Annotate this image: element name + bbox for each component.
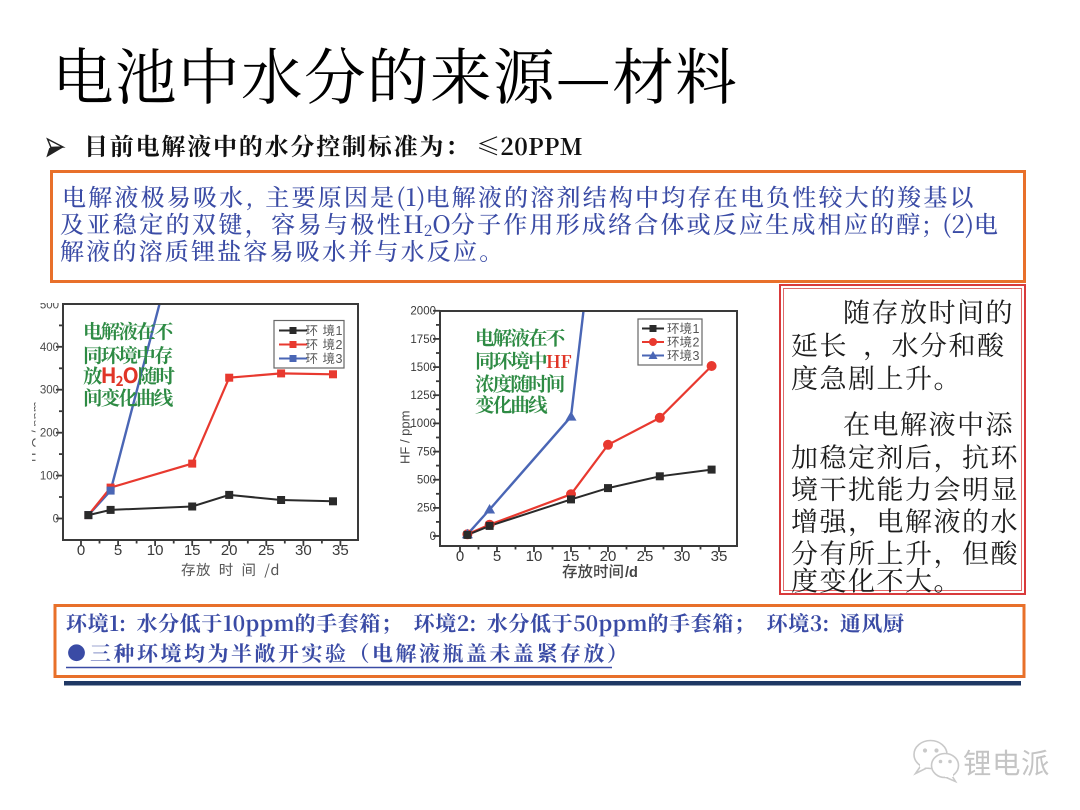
svg-text:400: 400 <box>40 342 59 354</box>
svg-text:0: 0 <box>430 531 436 543</box>
svg-text:15: 15 <box>184 542 201 559</box>
svg-text:/d: /d <box>625 565 638 581</box>
svg-text:15: 15 <box>563 548 580 565</box>
svg-text:3: 3 <box>693 349 700 363</box>
svg-text:25: 25 <box>637 548 654 565</box>
svg-text:1750: 1750 <box>410 334 436 346</box>
svg-text:HF / ppm: HF / ppm <box>398 411 413 464</box>
svg-text:1000: 1000 <box>410 418 436 430</box>
svg-text:5: 5 <box>493 548 501 565</box>
svg-text:0: 0 <box>53 514 59 526</box>
svg-text:1: 1 <box>693 322 700 336</box>
svg-text:H2O / ppm: H2O / ppm <box>29 401 46 462</box>
svg-text:2: 2 <box>693 336 700 350</box>
svg-text:200: 200 <box>40 428 59 440</box>
svg-text:3: 3 <box>336 352 343 366</box>
svg-text:2000: 2000 <box>410 306 436 318</box>
svg-text:20: 20 <box>600 548 617 565</box>
svg-text:35: 35 <box>332 542 349 559</box>
svg-text:1250: 1250 <box>410 390 436 402</box>
svg-text:25: 25 <box>258 542 275 559</box>
svg-text:100: 100 <box>40 471 59 483</box>
svg-text:500: 500 <box>40 300 59 312</box>
svg-text:1500: 1500 <box>410 362 436 374</box>
svg-text:750: 750 <box>417 446 436 458</box>
svg-text:10: 10 <box>147 542 164 559</box>
svg-text:300: 300 <box>40 385 59 397</box>
svg-text:0: 0 <box>77 542 85 559</box>
svg-text:5: 5 <box>114 542 122 559</box>
svg-text:500: 500 <box>417 475 436 487</box>
svg-text:0: 0 <box>456 548 464 565</box>
svg-text:2: 2 <box>336 338 343 352</box>
svg-text:1: 1 <box>336 324 343 338</box>
svg-text:10: 10 <box>526 548 543 565</box>
svg-text:30: 30 <box>295 542 312 559</box>
svg-text:30: 30 <box>674 548 691 565</box>
svg-text:20: 20 <box>221 542 238 559</box>
svg-text:250: 250 <box>417 503 436 515</box>
svg-text:35: 35 <box>711 548 728 565</box>
